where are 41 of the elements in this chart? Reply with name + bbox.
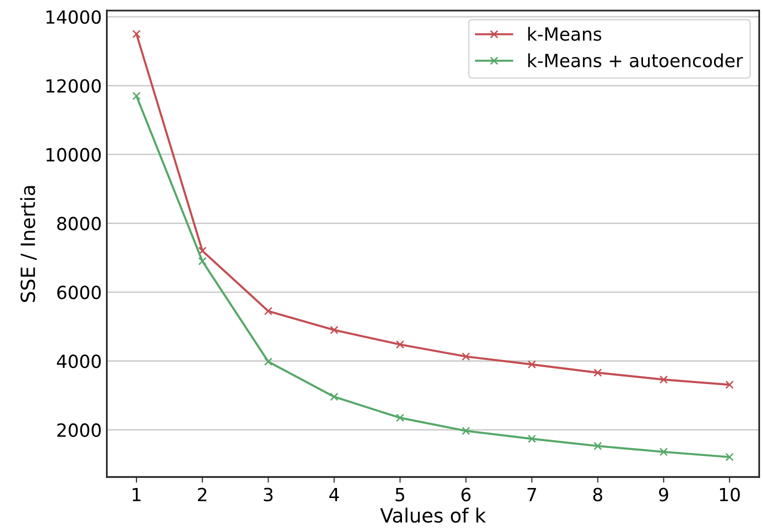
point bbox=[725, 452, 734, 462]
x-tick-label: 4 bbox=[329, 488, 339, 502]
point bbox=[198, 257, 207, 266]
x-tick-label: 5 bbox=[396, 488, 404, 502]
point bbox=[659, 448, 668, 456]
legend-label: k-Means bbox=[528, 26, 602, 41]
x-tick-label: 9 bbox=[659, 488, 668, 502]
legend-label: k-Means + autoencoder bbox=[528, 53, 743, 68]
y-tick-label: 14000 bbox=[46, 10, 101, 24]
y-tick-label: 2000 bbox=[57, 423, 101, 437]
point bbox=[462, 352, 470, 361]
x-tick-label: 3 bbox=[264, 488, 273, 502]
x-tick-label: 7 bbox=[528, 488, 536, 502]
x-tick-label: 6 bbox=[461, 488, 471, 502]
y-tick-label: 8000 bbox=[57, 216, 101, 230]
point bbox=[725, 380, 734, 389]
x-tick-label: 8 bbox=[593, 488, 602, 502]
point bbox=[462, 426, 470, 436]
point bbox=[659, 375, 668, 384]
point bbox=[396, 340, 404, 349]
point bbox=[198, 246, 207, 256]
y-tick-label: 6000 bbox=[57, 286, 101, 300]
point bbox=[396, 414, 404, 422]
point bbox=[330, 326, 338, 334]
x-tick-label: 2 bbox=[198, 488, 206, 502]
point bbox=[594, 368, 602, 377]
point bbox=[132, 92, 141, 100]
x-tick-label: 1 bbox=[132, 488, 141, 502]
point bbox=[594, 442, 602, 450]
y-axis-title: SSE / Inertia bbox=[20, 186, 37, 302]
point bbox=[330, 392, 338, 401]
point bbox=[264, 358, 272, 366]
y-tick-label: 12000 bbox=[46, 79, 101, 93]
x-axis-title: Values of k bbox=[380, 508, 486, 523]
point bbox=[528, 434, 536, 443]
y-tick-label: 10000 bbox=[46, 148, 101, 162]
y-tick-label: 4000 bbox=[56, 354, 101, 368]
point bbox=[528, 360, 536, 369]
point bbox=[264, 306, 272, 316]
point bbox=[132, 30, 141, 38]
x-tick-label: 10 bbox=[720, 488, 740, 502]
